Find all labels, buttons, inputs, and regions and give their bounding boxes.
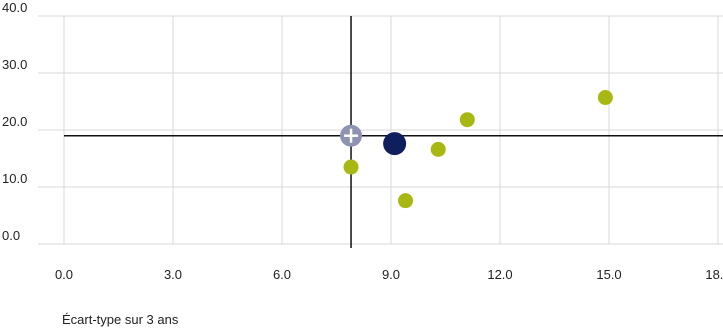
x-tick-label: 3.0 (164, 267, 182, 282)
data-points (340, 90, 613, 209)
y-tick-label: 0.0 (2, 228, 20, 243)
reference-lines (64, 16, 723, 248)
data-point (383, 132, 407, 156)
data-point (430, 141, 446, 157)
x-tick-label: 9.0 (382, 267, 400, 282)
y-tick-label: 10.0 (2, 171, 27, 186)
x-tick-label: 15.0 (596, 267, 621, 282)
x-axis-label: Écart-type sur 3 ans (62, 312, 179, 327)
data-point (398, 193, 414, 209)
y-tick-labels: 0.0 10.0 20.0 30.0 40.0 (2, 0, 27, 243)
y-tick-label: 40.0 (2, 0, 27, 15)
data-point (597, 90, 613, 106)
x-tick-label: 0.0 (55, 267, 73, 282)
data-point (459, 112, 475, 128)
data-point (343, 159, 359, 175)
y-tick-label: 30.0 (2, 57, 27, 72)
x-tick-label: 18.0 (705, 267, 723, 282)
x-tick-labels: 0.0 3.0 6.0 9.0 12.0 15.0 18.0 (55, 267, 723, 282)
x-tick-label: 6.0 (273, 267, 291, 282)
x-tick-label: 12.0 (487, 267, 512, 282)
gridlines (38, 15, 723, 245)
y-tick-label: 20.0 (2, 114, 27, 129)
